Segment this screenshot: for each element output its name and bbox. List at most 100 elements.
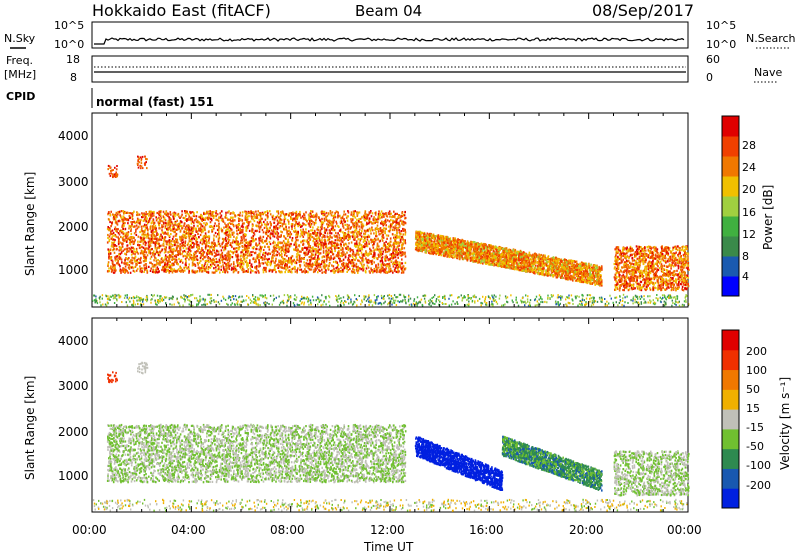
range-gate-cell (335, 220, 337, 223)
range-gate-cell (178, 227, 181, 230)
range-gate-cell (354, 242, 356, 245)
range-gate-cell (303, 257, 305, 260)
range-gate-cell (360, 263, 363, 266)
range-gate-cell (390, 260, 393, 263)
range-gate-cell (297, 239, 299, 242)
range-gate-cell (326, 258, 328, 261)
range-gate-cell (201, 254, 204, 257)
range-gate-cell (226, 302, 228, 305)
range-gate-cell (211, 271, 214, 274)
range-gate-cell (393, 261, 396, 264)
range-gate-cell (504, 295, 507, 298)
range-gate-cell (322, 251, 325, 254)
range-gate-cell (397, 267, 399, 270)
range-gate-cell (590, 297, 592, 300)
range-gate-cell (575, 296, 577, 299)
range-gate-cell (378, 302, 380, 305)
range-gate-cell (109, 220, 111, 224)
range-gate-cell (268, 257, 270, 261)
range-gate-cell (235, 242, 237, 245)
range-gate-cell (139, 265, 141, 268)
range-gate-cell (347, 261, 350, 264)
range-gate-cell (186, 219, 188, 222)
range-gate-cell (356, 218, 358, 221)
range-gate-cell (123, 212, 125, 215)
range-gate-cell (219, 253, 222, 256)
range-gate-cell (560, 297, 562, 299)
range-gate-cell (319, 220, 322, 223)
range-gate-cell (339, 214, 341, 217)
range-gate-cell (121, 237, 124, 240)
range-gate-cell (383, 212, 386, 215)
range-gate-cell (159, 215, 162, 218)
range-gate-cell (197, 303, 199, 306)
range-gate-cell (99, 295, 101, 298)
range-gate-cell (114, 256, 116, 259)
range-gate-cell (210, 297, 213, 300)
range-gate-cell (593, 299, 595, 302)
range-gate-cell (162, 260, 165, 263)
range-gate-cell (162, 225, 164, 228)
range-gate-cell (323, 300, 325, 303)
range-gate-cell (260, 221, 263, 224)
range-gate-cell (233, 298, 235, 301)
range-gate-cell (337, 239, 340, 242)
range-gate-cell (665, 301, 667, 304)
range-gate-cell (209, 210, 211, 213)
range-gate-cell (155, 227, 157, 230)
range-gate-cell (122, 210, 124, 213)
range-gate-cell (278, 270, 281, 273)
range-gate-cell (366, 253, 368, 256)
range-gate-cell (176, 224, 178, 227)
range-gate-cell (153, 210, 155, 214)
range-gate-cell (637, 301, 640, 304)
range-gate-cell (275, 216, 278, 219)
range-gate-cell (158, 216, 160, 219)
range-gate-cell (309, 225, 312, 228)
range-gate-cell (279, 214, 282, 217)
range-gate-cell (114, 267, 116, 270)
range-gate-cell (317, 264, 320, 267)
range-gate-cell (473, 296, 475, 298)
range-gate-cell (150, 210, 152, 213)
range-gate-cell (460, 294, 462, 297)
range-gate-cell (321, 225, 323, 228)
range-gate-cell (129, 260, 132, 263)
range-gate-cell (236, 236, 238, 239)
range-gate-cell (278, 295, 280, 298)
range-gate-cell (247, 268, 249, 271)
range-gate-cell (243, 268, 245, 271)
range-gate-cell (167, 226, 169, 229)
range-gate-cell (404, 222, 407, 225)
range-gate-cell (246, 215, 249, 218)
range-gate-cell (200, 239, 202, 242)
range-gate-cell (207, 249, 209, 252)
range-gate-cell (142, 225, 145, 228)
range-gate-cell (363, 295, 365, 298)
range-gate-cell (187, 242, 189, 245)
range-gate-cell (108, 235, 111, 238)
range-gate-cell (203, 303, 205, 306)
range-gate-cell (159, 263, 161, 266)
range-gate-cell (383, 243, 385, 246)
range-gate-cell (232, 261, 235, 264)
range-gate-cell (361, 246, 363, 249)
range-gate-cell (401, 215, 404, 218)
range-gate-cell (256, 213, 259, 216)
range-gate-cell (402, 220, 404, 223)
range-gate-cell (145, 295, 148, 298)
range-gate-cell (396, 296, 399, 298)
range-gate-cell (370, 299, 372, 302)
range-gate-cell (374, 299, 376, 302)
range-gate-cell (128, 212, 131, 215)
range-gate-cell (278, 226, 281, 229)
range-gate-cell (154, 256, 156, 259)
range-gate-cell (393, 236, 395, 239)
range-gate-cell (338, 247, 341, 250)
range-gate-cell (341, 270, 344, 273)
range-gate-cell (615, 296, 618, 299)
range-gate-cell (280, 250, 282, 253)
range-gate-cell (296, 217, 298, 220)
range-gate-cell (251, 215, 254, 218)
range-gate-cell (207, 245, 209, 248)
